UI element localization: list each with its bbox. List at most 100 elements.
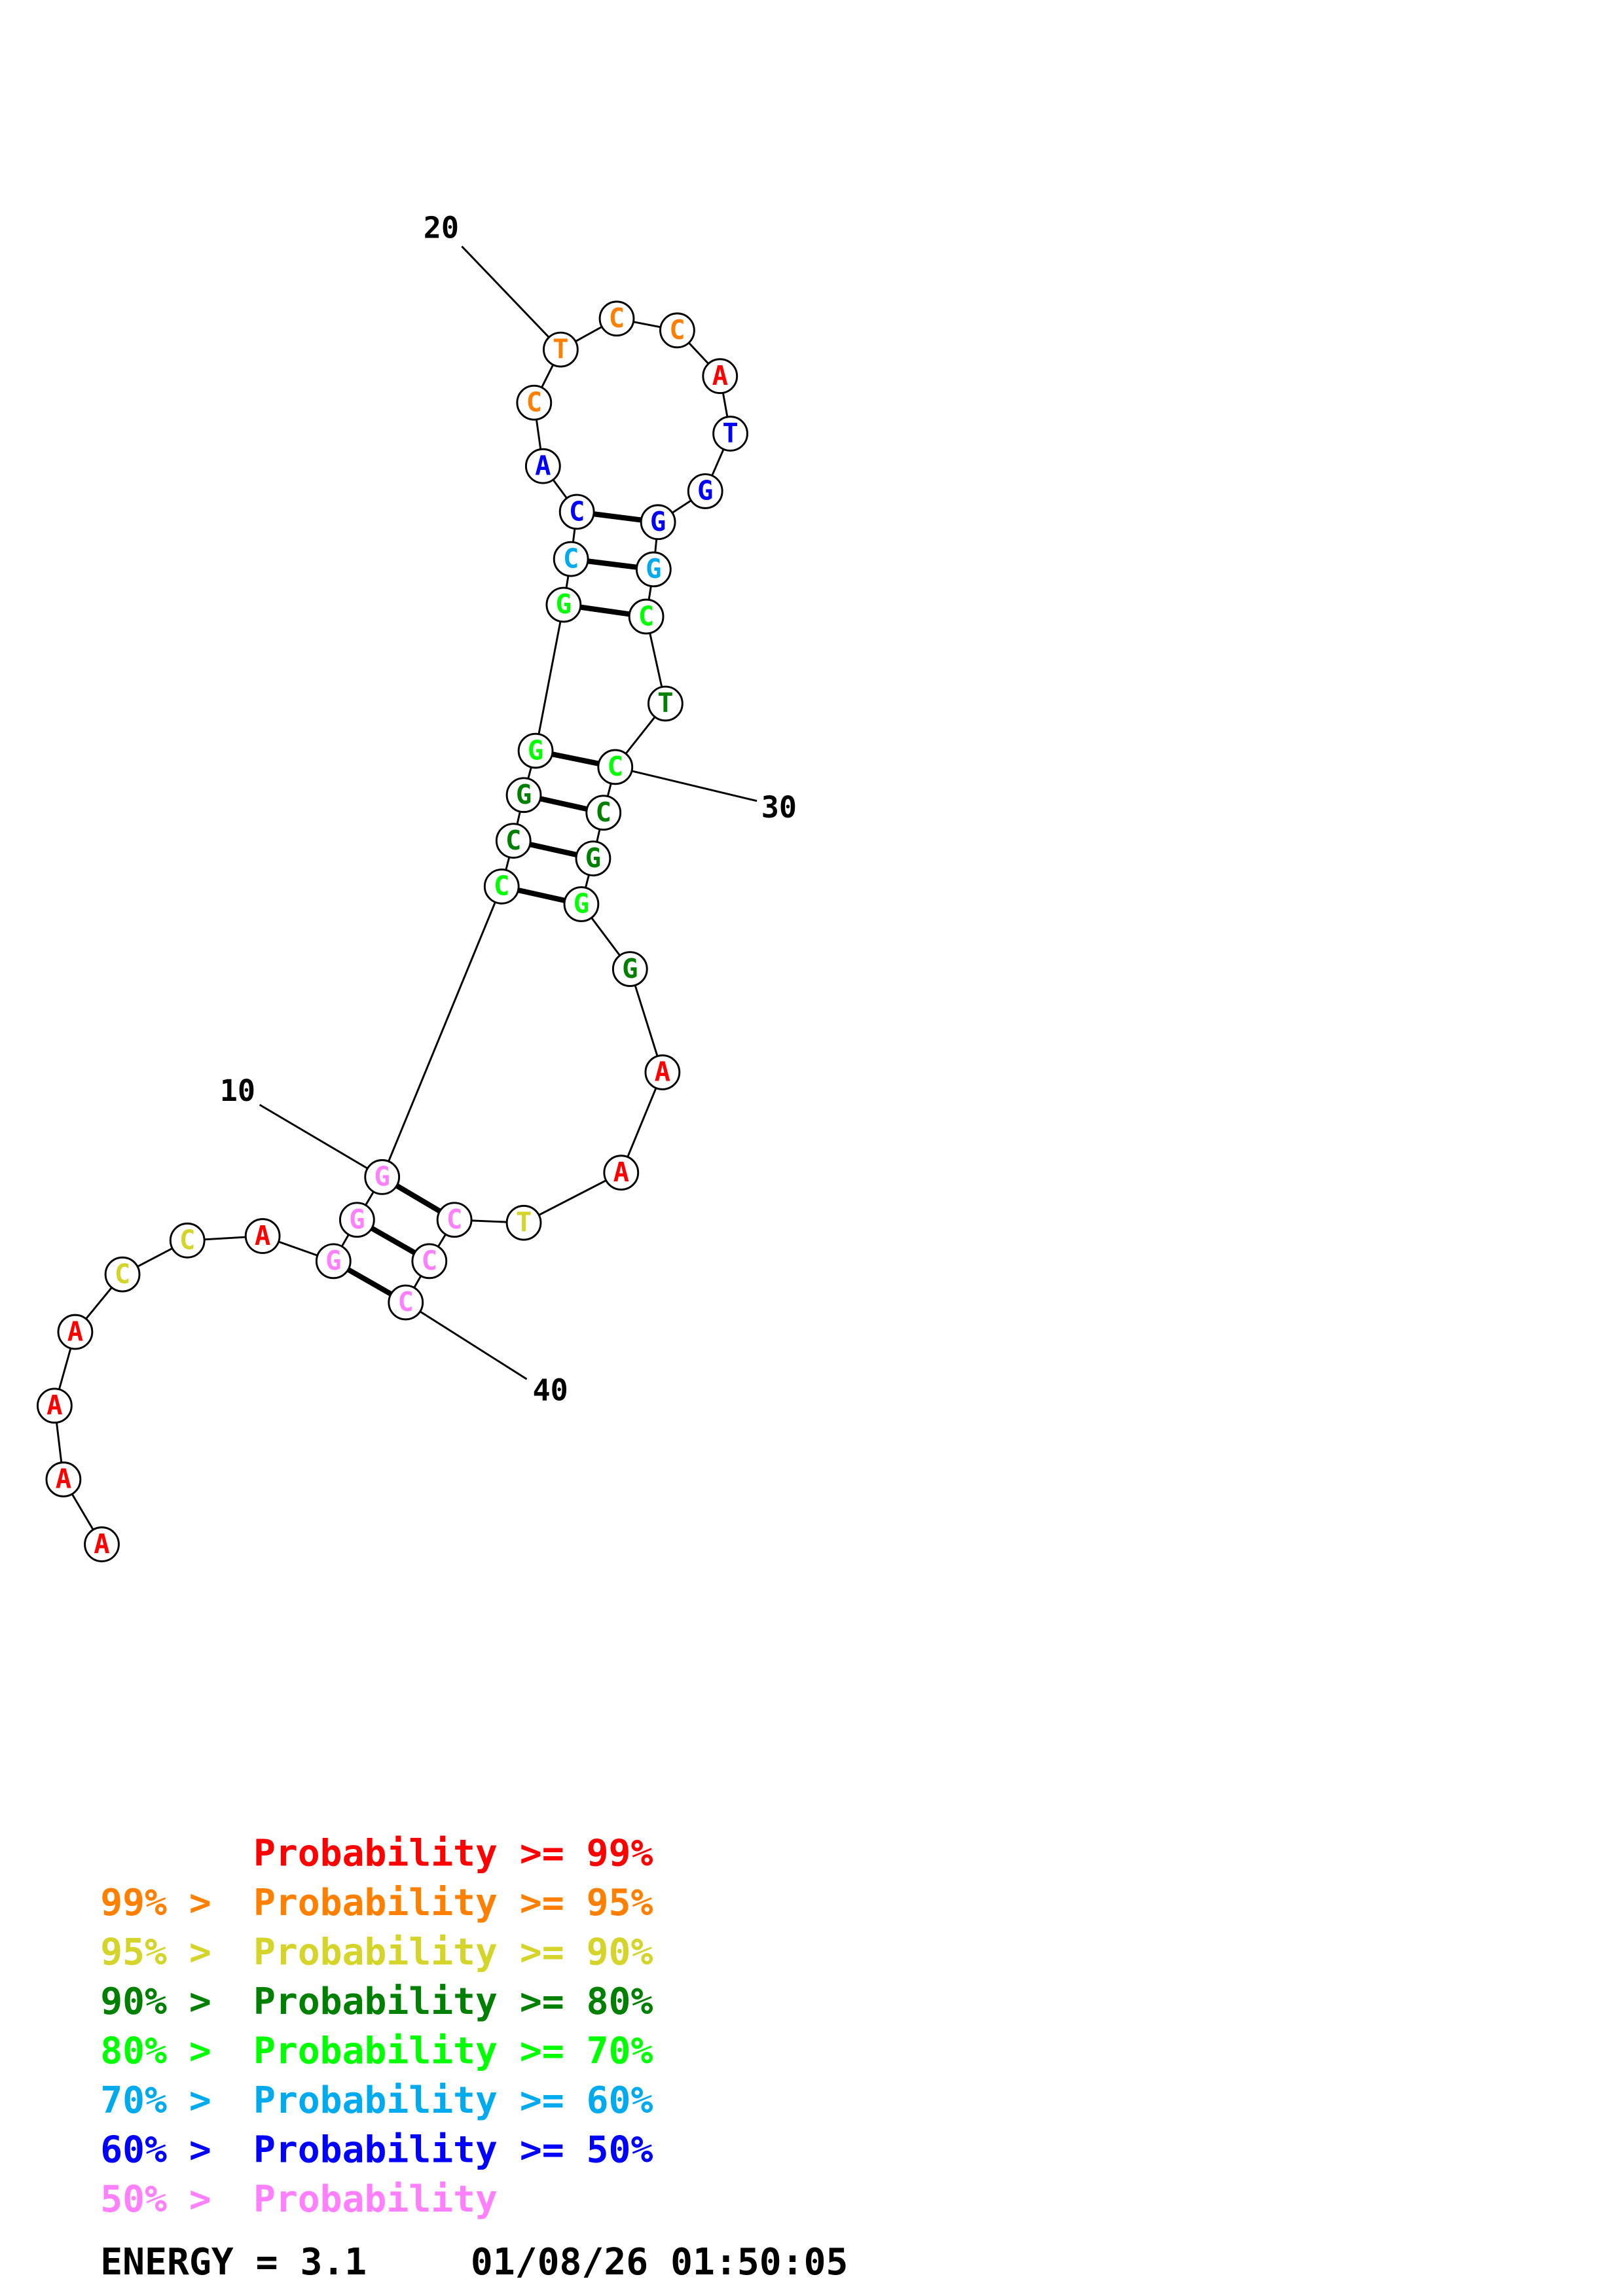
nucleotide: G <box>635 551 672 588</box>
nucleotide-letter: G <box>528 734 543 766</box>
nucleotide-circle <box>57 1314 94 1350</box>
nucleotide: C <box>558 493 595 530</box>
legend-entry: Probability >= 80% <box>253 1981 653 2023</box>
nucleotide-circle <box>712 416 748 452</box>
position-tick <box>405 1301 528 1380</box>
nucleotide-letter: T <box>657 687 673 719</box>
nucleotide: T <box>712 416 748 452</box>
legend-prefix: 95% > <box>100 1931 211 1974</box>
energy-label: ENERGY = 3.1 <box>100 2241 367 2284</box>
nucleotide-circle <box>585 795 622 831</box>
nucleotide: C <box>436 1202 473 1238</box>
nucleotide-circle <box>517 732 554 769</box>
nucleotide-letter: A <box>712 360 728 391</box>
nucleotide-letter: A <box>56 1463 71 1495</box>
nucleotide-letter: A <box>535 450 551 481</box>
legend-entry: Probability >= 60% <box>253 2079 653 2122</box>
nucleotide: G <box>315 1243 352 1280</box>
nucleotide-circle <box>524 448 561 484</box>
nucleotide-letter: T <box>722 418 738 449</box>
nucleotide-circle <box>388 1284 424 1321</box>
energy-footer: ENERGY = 3.1 01/08/26 01:50:05 <box>100 2241 848 2284</box>
nucleotide-circle <box>702 358 739 395</box>
nucleotide-circle <box>315 1243 352 1280</box>
position-tick <box>259 1103 383 1178</box>
nucleotide: C <box>598 300 635 337</box>
nucleotide-letter: C <box>447 1204 462 1235</box>
nucleotide: A <box>524 448 561 484</box>
nucleotide-letter: A <box>46 1390 62 1421</box>
nucleotide: A <box>37 1388 73 1424</box>
nucleotide: G <box>563 886 600 922</box>
nucleotide-letter: G <box>325 1245 341 1276</box>
nucleotide: C <box>169 1222 206 1259</box>
nucleotide-letter: A <box>67 1316 83 1347</box>
nucleotide: C <box>388 1284 424 1321</box>
nucleotide-letter: A <box>655 1056 670 1088</box>
nucleotide-letter: A <box>613 1157 629 1188</box>
nucleotide-letter: G <box>574 888 589 920</box>
nucleotide-letter: G <box>374 1161 390 1193</box>
probability-legend: Probability >= 99% 99% > Probability >= 9… <box>100 1833 653 2221</box>
nucleotide-circle <box>543 331 579 368</box>
backbone-segment <box>523 1172 622 1224</box>
backbone-lines <box>53 317 731 1545</box>
nucleotide-letter: C <box>669 314 685 346</box>
nucleotide-letter: T <box>553 333 568 365</box>
nucleotide-letter: C <box>569 495 585 527</box>
nucleotide-letter: T <box>516 1207 532 1238</box>
legend-prefix: 70% > <box>100 2079 211 2122</box>
nucleotide-letter: G <box>516 779 532 810</box>
legend-entry: Probability <box>253 2178 498 2221</box>
nucleotide: A <box>45 1462 82 1498</box>
nucleotide: A <box>57 1314 94 1350</box>
nucleotide-circle <box>45 1462 82 1498</box>
nucleotide: T <box>505 1204 542 1241</box>
nucleotide-letter: C <box>398 1286 414 1318</box>
nucleotide: C <box>585 795 622 831</box>
position-label: 40 <box>532 1372 568 1407</box>
nucleotide: C <box>483 869 520 905</box>
nucleotide-circle <box>169 1222 206 1259</box>
nucleotide-circle <box>505 1204 542 1241</box>
legend-entry: Probability >= 99% <box>253 1833 653 1875</box>
nucleotide: G <box>364 1159 401 1195</box>
legend-prefix: 50% > <box>100 2178 211 2221</box>
nucleotide-letter: G <box>585 842 601 874</box>
nucleotide-letter: G <box>349 1204 365 1235</box>
nucleotide: G <box>505 777 542 814</box>
nucleotide-letter: G <box>622 953 638 984</box>
nucleotide: A <box>644 1054 681 1090</box>
nucleotide-letter: G <box>646 553 661 584</box>
nucleotide: A <box>84 1526 120 1562</box>
nucleotide-letter: G <box>556 588 572 620</box>
nucleotide: G <box>611 951 648 988</box>
nucleotide-letter: C <box>596 797 611 828</box>
nucleotide-circle <box>647 685 684 722</box>
nucleotide-letter: C <box>608 751 623 782</box>
nucleotide: T <box>647 685 684 722</box>
nucleotide-letter: G <box>650 506 666 537</box>
legend-entry: Probability >= 95% <box>253 1882 653 1924</box>
nucleotide-circle <box>84 1526 120 1562</box>
nucleotide-letter: C <box>422 1245 437 1276</box>
legend-entry: Probability >= 90% <box>253 1931 653 1974</box>
nucleotide: C <box>628 598 665 635</box>
nucleotide-circle <box>563 886 600 922</box>
nucleotide-letter: C <box>494 870 509 902</box>
position-label: 10 <box>220 1073 255 1108</box>
nucleotide-circle <box>597 749 634 785</box>
legend-prefix: 80% > <box>100 2030 211 2073</box>
nucleotide-circle <box>598 300 635 337</box>
nucleotide-circle <box>635 551 672 588</box>
nucleotide: G <box>687 473 723 509</box>
nucleotide-circle <box>505 777 542 814</box>
legend-prefix: 60% > <box>100 2129 211 2172</box>
nucleotide-circle <box>687 473 723 509</box>
nucleotide-circle <box>553 541 589 577</box>
nucleotide-letter: A <box>255 1220 270 1251</box>
nucleotide: C <box>659 312 695 349</box>
position-labels: 10 20 30 40 <box>220 211 797 1408</box>
